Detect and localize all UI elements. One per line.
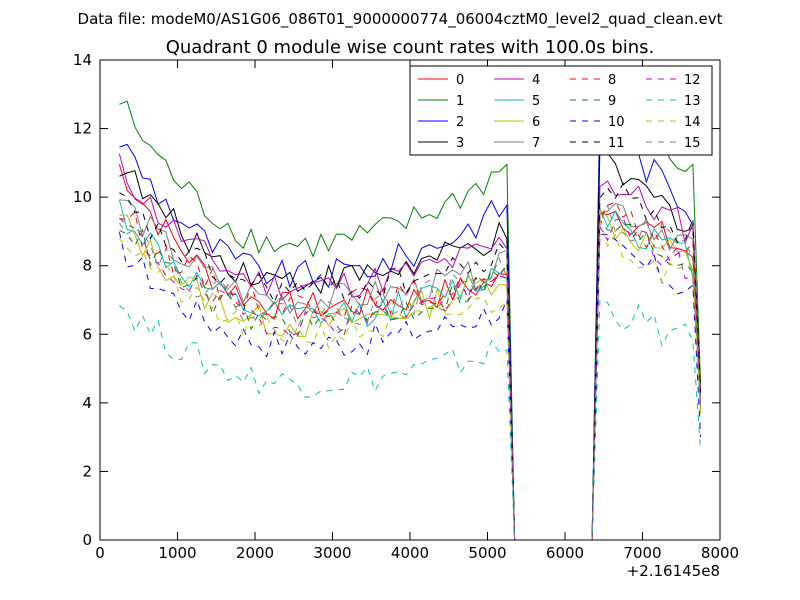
legend-label-3: 3	[456, 136, 464, 151]
y-tick-label: 12	[73, 120, 92, 138]
axes-layer: 0 1000 2000 3000 4000 5000 6000 7000 80000246810…	[73, 51, 739, 562]
legend-label-8: 8	[608, 73, 616, 88]
y-tick-label: 0	[82, 531, 92, 549]
series-line-3	[119, 146, 702, 541]
x-tick-label: 6000	[546, 544, 584, 562]
legend-label-13: 13	[684, 94, 701, 109]
y-tick-label: 4	[82, 394, 92, 412]
x-tick-label: 3000	[313, 544, 351, 562]
legend-label-0: 0	[456, 73, 464, 88]
series-line-13	[119, 298, 702, 541]
y-tick-label: 2	[82, 462, 92, 480]
y-tick-label: 10	[73, 188, 92, 206]
legend-label-12: 12	[684, 73, 701, 88]
x-tick-label: 0	[95, 544, 105, 562]
legend-label-5: 5	[532, 94, 540, 109]
y-tick-label: 8	[82, 257, 92, 275]
series-line-4	[118, 153, 702, 541]
series-line-15	[118, 203, 702, 541]
chart-title: Quadrant 0 module wise count rates with …	[166, 37, 655, 58]
series-line-12	[119, 216, 702, 541]
x-tick-label: 2000	[236, 544, 274, 562]
legend-label-10: 10	[608, 115, 625, 130]
legend-label-11: 11	[608, 136, 625, 151]
x-offset-label: +2.16145e8	[627, 562, 720, 580]
x-tick-label: 7000	[623, 544, 661, 562]
legend-label-14: 14	[684, 115, 701, 130]
series-line-9	[119, 218, 702, 541]
series-line-7	[119, 199, 702, 541]
y-tick-label: 14	[73, 51, 92, 69]
series-line-11	[119, 182, 702, 541]
series-layer	[118, 99, 702, 541]
series-line-14	[119, 218, 702, 541]
legend-label-4: 4	[532, 73, 540, 88]
legend-label-2: 2	[456, 115, 464, 130]
series-line-10	[118, 232, 702, 541]
legend-label-6: 6	[532, 115, 540, 130]
legend-label-7: 7	[532, 136, 540, 151]
legend-box	[409, 65, 713, 156]
x-tick-label: 1000	[158, 544, 196, 562]
legend-label-1: 1	[456, 94, 464, 109]
x-tick-label: 4000	[391, 544, 429, 562]
y-tick-label: 6	[82, 325, 92, 343]
legend-label-9: 9	[608, 94, 616, 109]
legend-label-15: 15	[684, 136, 701, 151]
x-tick-label: 8000	[701, 544, 739, 562]
figure-suptitle: Data file: modeM0/AS1G06_086T01_90000007…	[78, 10, 723, 29]
x-tick-label: 5000	[468, 544, 506, 562]
